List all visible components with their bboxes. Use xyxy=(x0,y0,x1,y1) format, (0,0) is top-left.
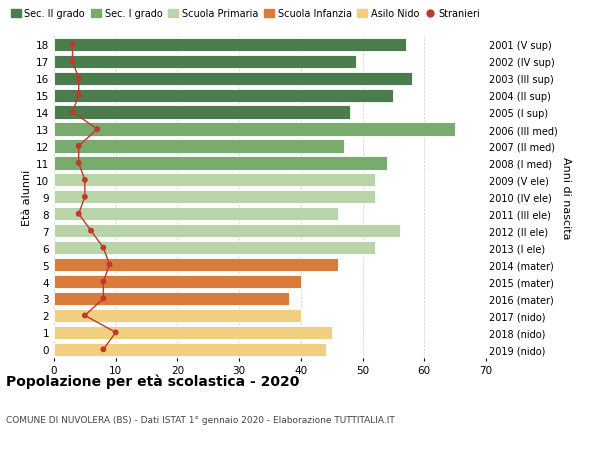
Point xyxy=(111,329,121,336)
Bar xyxy=(54,123,455,136)
Point xyxy=(80,177,89,184)
Bar xyxy=(54,224,400,238)
Point xyxy=(74,75,83,83)
Point xyxy=(68,41,77,49)
Point xyxy=(80,312,89,319)
Point xyxy=(98,295,108,302)
Text: Popolazione per età scolastica - 2020: Popolazione per età scolastica - 2020 xyxy=(6,374,299,389)
Point xyxy=(98,245,108,252)
Bar xyxy=(54,174,375,187)
Point xyxy=(68,109,77,117)
Point xyxy=(98,278,108,285)
Point xyxy=(74,211,83,218)
Text: COMUNE DI NUVOLERA (BS) - Dati ISTAT 1° gennaio 2020 - Elaborazione TUTTITALIA.I: COMUNE DI NUVOLERA (BS) - Dati ISTAT 1° … xyxy=(6,415,395,425)
Point xyxy=(68,58,77,66)
Point xyxy=(74,160,83,167)
Point xyxy=(92,126,102,134)
Bar xyxy=(54,191,375,204)
Bar xyxy=(54,326,332,339)
Bar xyxy=(54,106,350,119)
Y-axis label: Età alunni: Età alunni xyxy=(22,169,32,225)
Bar xyxy=(54,207,338,221)
Legend: Sec. II grado, Sec. I grado, Scuola Primaria, Scuola Infanzia, Asilo Nido, Stran: Sec. II grado, Sec. I grado, Scuola Prim… xyxy=(11,10,481,19)
Bar xyxy=(54,241,375,255)
Bar xyxy=(54,157,387,170)
Point xyxy=(86,228,96,235)
Point xyxy=(74,92,83,100)
Bar xyxy=(54,90,394,102)
Y-axis label: Anni di nascita: Anni di nascita xyxy=(562,156,571,239)
Bar xyxy=(54,73,412,85)
Bar xyxy=(54,275,301,289)
Bar xyxy=(54,309,301,322)
Bar xyxy=(54,56,356,69)
Bar xyxy=(54,292,289,305)
Bar xyxy=(54,258,338,272)
Point xyxy=(98,346,108,353)
Bar xyxy=(54,39,406,52)
Point xyxy=(74,143,83,150)
Bar xyxy=(54,343,326,356)
Point xyxy=(105,261,115,269)
Point xyxy=(80,194,89,201)
Bar xyxy=(54,140,344,153)
